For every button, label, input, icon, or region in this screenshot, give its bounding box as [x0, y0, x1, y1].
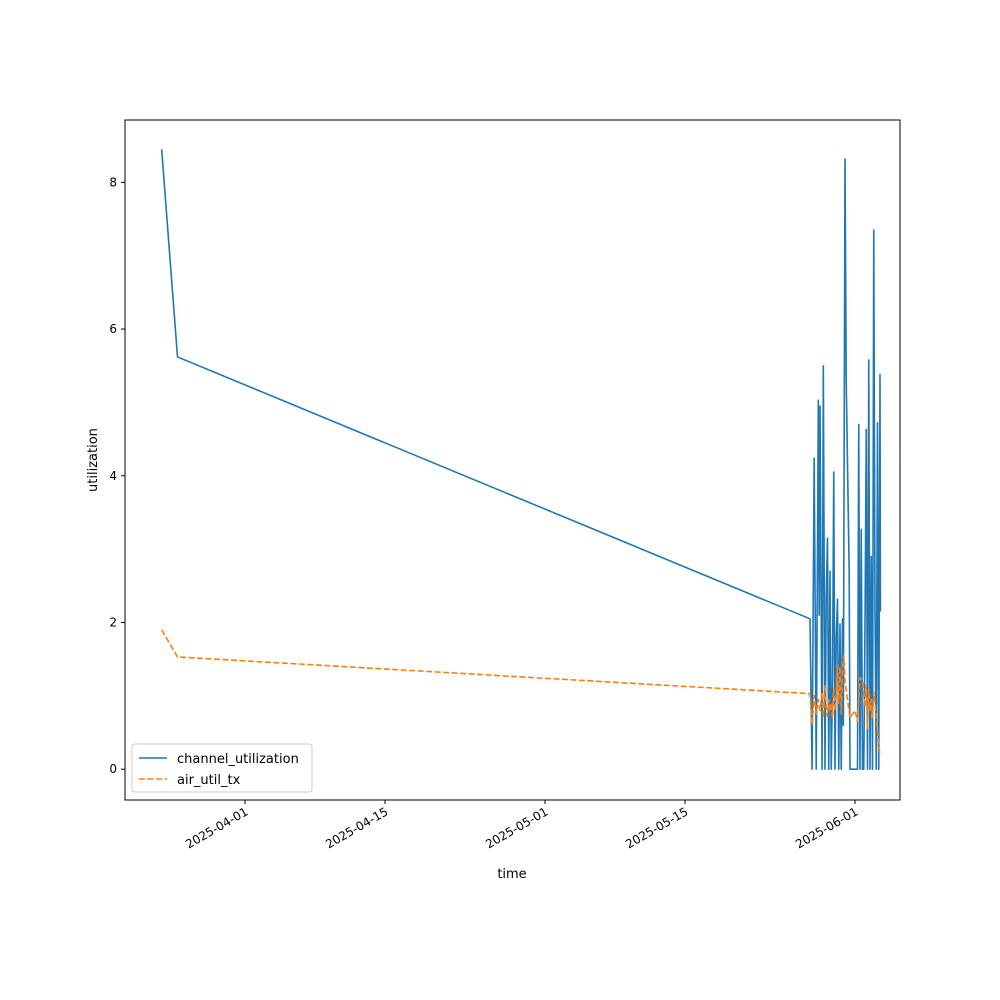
series-line-air-util-tx: [160, 629, 881, 755]
series-line-channel-utilization: [160, 149, 882, 770]
y-tick-label: 8: [109, 175, 117, 189]
y-tick-label: 2: [109, 615, 117, 629]
y-tick-label: 6: [109, 322, 117, 336]
y-tick-label: 0: [109, 762, 117, 776]
series-layer: [160, 149, 882, 770]
x-axis-title: time: [497, 867, 526, 882]
legend-box: [131, 743, 313, 793]
y-axis-title: utilization: [86, 428, 101, 492]
legend: channel_utilization air_util_tx: [131, 743, 313, 793]
y-axis: 0 2 4 6 8: [109, 175, 125, 776]
legend-label-channel-utilization: channel_utilization: [177, 752, 299, 767]
legend-label-air-util-tx: air_util_tx: [177, 773, 241, 788]
plot-frame: [124, 119, 901, 801]
y-tick-label: 4: [109, 469, 117, 483]
